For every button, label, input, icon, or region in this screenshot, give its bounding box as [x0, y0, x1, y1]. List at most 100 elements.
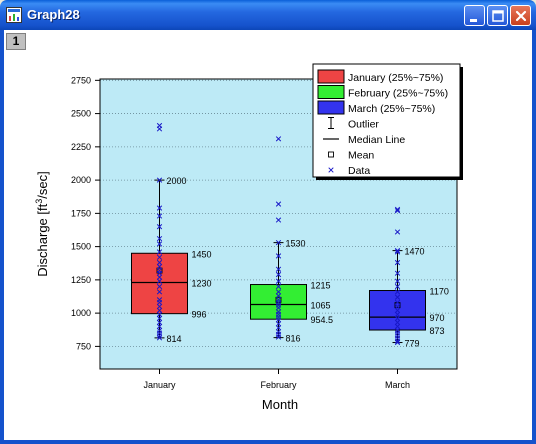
y-tick-label: 750	[76, 341, 91, 351]
y-tick-label: 2750	[71, 75, 91, 85]
legend-label: March (25%~75%)	[348, 103, 435, 115]
data-point	[275, 271, 282, 278]
data-point	[156, 259, 163, 266]
data-point	[156, 289, 163, 295]
data-point	[394, 339, 401, 346]
minimize-icon	[470, 19, 477, 22]
data-point	[156, 249, 163, 255]
y-tick-label: 1250	[71, 275, 91, 285]
data-point	[156, 303, 163, 310]
data-point	[156, 274, 163, 280]
y-axis-title-superscript: 3	[34, 199, 44, 204]
value-label-lower: 816	[286, 334, 301, 344]
y-axis-title-main: Discharge [ft	[35, 203, 50, 276]
data-point	[394, 311, 401, 318]
legend-label: February (25%~75%)	[348, 88, 448, 100]
legend-swatch	[317, 100, 345, 115]
data-point	[156, 315, 163, 322]
value-label-q1: 996	[192, 310, 207, 320]
graph-app-icon	[6, 7, 22, 23]
x-tick-label: March	[385, 380, 410, 390]
data-point	[156, 333, 163, 339]
data-point	[275, 136, 282, 142]
x-tick-label: February	[260, 380, 297, 390]
data-point	[275, 325, 282, 331]
legend-square-symbol	[328, 151, 334, 158]
data-point	[394, 229, 401, 235]
data-point	[394, 208, 401, 214]
data-point	[156, 311, 163, 318]
value-label-lower: 814	[167, 334, 182, 344]
x-tick-label: January	[143, 380, 176, 390]
data-point	[394, 294, 401, 300]
value-label-q1: 873	[430, 326, 445, 336]
layer-tab[interactable]: 1	[6, 33, 26, 50]
data-point	[156, 213, 163, 219]
data-point	[156, 299, 163, 306]
maximize-icon	[492, 10, 504, 22]
data-point	[394, 206, 401, 213]
y-tick-label: 1750	[71, 208, 91, 218]
data-point	[156, 323, 163, 330]
data-point	[275, 293, 282, 299]
data-point	[275, 334, 282, 340]
data-point	[394, 247, 401, 254]
data-point	[156, 254, 163, 260]
plot-area-border	[99, 78, 458, 370]
box-january: 2000 1450 1230 996 814	[131, 122, 212, 344]
data-point	[156, 126, 163, 132]
data-point	[394, 289, 401, 295]
data-point	[275, 217, 282, 223]
data-point	[275, 201, 282, 207]
data-point	[394, 299, 401, 306]
legend-whisker-symbol	[328, 117, 334, 129]
y-axis-title-tail: /sec]	[35, 171, 50, 198]
value-label-q1: 954.5	[311, 315, 334, 325]
data-point	[156, 263, 163, 270]
maximize-button[interactable]	[487, 5, 508, 26]
data-point	[156, 319, 163, 326]
data-point	[394, 338, 401, 344]
data-point	[156, 241, 163, 247]
data-point	[156, 224, 163, 230]
data-point	[394, 283, 401, 290]
data-point	[156, 307, 163, 314]
minimize-button[interactable]	[464, 5, 485, 26]
y-tick-label: 2250	[71, 142, 91, 152]
y-tick-label: 2000	[71, 175, 91, 185]
data-point	[156, 235, 163, 242]
data-point	[275, 253, 282, 259]
data-point	[275, 283, 282, 290]
box-march: 1470 1170 970 873 779	[369, 206, 449, 349]
data-point	[394, 259, 401, 266]
close-button[interactable]	[510, 5, 531, 26]
legend-swatch	[317, 69, 345, 84]
data-point	[275, 317, 282, 323]
data-point	[275, 321, 282, 327]
data-point	[275, 278, 282, 284]
value-label-upper: 2000	[167, 176, 187, 186]
data-point	[394, 278, 401, 284]
data-point	[394, 323, 401, 330]
y-axis: 750 1000 1250 1500 1750 2000 2250 2500 2750	[71, 75, 100, 351]
data-point	[394, 315, 401, 322]
legend-x-symbol	[328, 167, 334, 173]
legend-swatch	[317, 85, 345, 99]
data-point	[394, 249, 401, 255]
data-point	[394, 319, 401, 326]
y-axis-title: Discharge [ft3/sec]	[34, 171, 50, 276]
value-label-median: 1230	[192, 279, 212, 289]
close-icon	[515, 10, 527, 22]
value-label-upper: 1470	[405, 247, 425, 257]
data-point	[156, 205, 163, 211]
legend-label: Data	[348, 165, 370, 177]
legend[interactable]: January (25%~75%) February (25%~75%) March…	[312, 63, 463, 180]
window-frame-left	[0, 30, 4, 444]
y-tick-label: 1000	[71, 308, 91, 318]
box-iqr	[131, 252, 188, 315]
data-point	[156, 270, 163, 276]
data-point	[394, 270, 401, 276]
title-bar[interactable]: Graph28	[0, 0, 536, 30]
